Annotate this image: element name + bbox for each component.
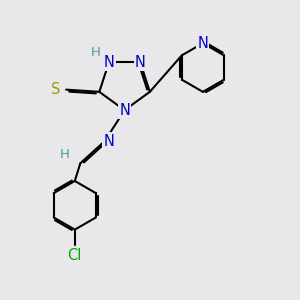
Text: N: N <box>119 103 130 118</box>
Text: N: N <box>103 134 115 149</box>
Text: N: N <box>103 55 114 70</box>
Text: H: H <box>91 46 100 59</box>
Text: Cl: Cl <box>68 248 82 262</box>
Text: N: N <box>197 36 208 51</box>
Text: N: N <box>135 55 146 70</box>
Text: S: S <box>52 82 61 97</box>
Text: H: H <box>60 148 70 161</box>
